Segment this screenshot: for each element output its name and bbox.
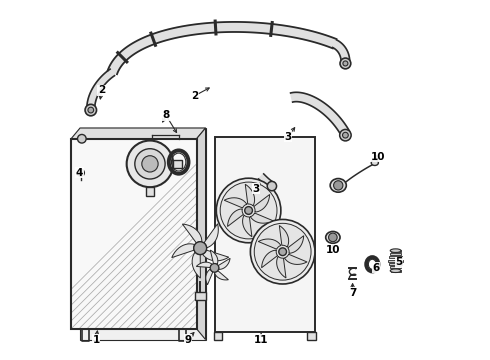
Bar xyxy=(214,332,222,339)
Bar xyxy=(71,139,196,329)
Text: 10: 10 xyxy=(326,245,340,255)
Circle shape xyxy=(343,132,348,138)
Circle shape xyxy=(79,171,82,175)
Circle shape xyxy=(85,104,97,116)
Text: 4: 4 xyxy=(75,168,83,178)
Bar xyxy=(215,137,315,332)
Polygon shape xyxy=(291,92,349,136)
Polygon shape xyxy=(258,239,281,249)
Bar xyxy=(389,263,402,265)
Polygon shape xyxy=(192,252,200,278)
Polygon shape xyxy=(279,225,289,247)
Bar xyxy=(307,332,316,339)
Circle shape xyxy=(254,223,311,280)
Circle shape xyxy=(334,181,343,190)
Polygon shape xyxy=(71,128,205,139)
Circle shape xyxy=(329,233,337,242)
Polygon shape xyxy=(277,256,286,278)
Polygon shape xyxy=(250,213,273,223)
Circle shape xyxy=(267,181,276,191)
Bar xyxy=(173,159,182,168)
Bar xyxy=(146,187,154,196)
Circle shape xyxy=(210,264,219,272)
Polygon shape xyxy=(80,128,205,339)
Circle shape xyxy=(343,61,348,66)
Bar xyxy=(71,139,196,329)
Polygon shape xyxy=(288,236,304,253)
Text: 9: 9 xyxy=(184,334,191,345)
Polygon shape xyxy=(218,258,230,269)
Polygon shape xyxy=(333,40,350,62)
Ellipse shape xyxy=(330,179,346,192)
Ellipse shape xyxy=(390,269,401,273)
Text: 2: 2 xyxy=(191,91,198,101)
Circle shape xyxy=(220,182,277,239)
Text: 11: 11 xyxy=(254,334,269,345)
Polygon shape xyxy=(196,262,212,267)
Polygon shape xyxy=(210,250,218,265)
Text: 6: 6 xyxy=(372,263,380,273)
Circle shape xyxy=(126,140,173,187)
Circle shape xyxy=(77,169,84,176)
Polygon shape xyxy=(262,250,277,268)
Text: 1: 1 xyxy=(93,334,100,345)
Polygon shape xyxy=(172,244,195,258)
Text: 2: 2 xyxy=(98,85,105,95)
Text: 7: 7 xyxy=(349,288,356,298)
Circle shape xyxy=(279,248,287,256)
Circle shape xyxy=(340,130,351,141)
Circle shape xyxy=(216,178,281,243)
Polygon shape xyxy=(196,128,205,339)
Polygon shape xyxy=(224,198,247,208)
Ellipse shape xyxy=(289,246,309,268)
Bar xyxy=(389,256,402,258)
Polygon shape xyxy=(254,194,270,212)
Circle shape xyxy=(88,107,94,113)
Bar xyxy=(390,266,401,269)
Polygon shape xyxy=(182,224,202,243)
Polygon shape xyxy=(284,254,307,265)
Circle shape xyxy=(77,134,86,143)
Text: 3: 3 xyxy=(284,132,292,142)
Polygon shape xyxy=(243,215,252,237)
Polygon shape xyxy=(206,269,213,285)
Ellipse shape xyxy=(371,160,378,166)
Polygon shape xyxy=(245,184,255,206)
Ellipse shape xyxy=(326,231,340,243)
Polygon shape xyxy=(259,174,273,189)
Bar xyxy=(389,260,403,262)
Circle shape xyxy=(194,242,207,255)
Polygon shape xyxy=(202,250,229,261)
Circle shape xyxy=(245,207,252,214)
Polygon shape xyxy=(87,69,115,108)
Text: 8: 8 xyxy=(163,111,170,121)
Polygon shape xyxy=(108,22,337,74)
Text: 5: 5 xyxy=(395,257,403,267)
Polygon shape xyxy=(227,209,244,226)
Circle shape xyxy=(142,156,158,172)
Circle shape xyxy=(340,58,351,69)
Circle shape xyxy=(250,220,315,284)
Text: 3: 3 xyxy=(252,184,259,194)
Ellipse shape xyxy=(390,249,401,252)
Bar xyxy=(390,253,401,255)
Bar xyxy=(391,270,401,272)
Bar xyxy=(391,249,401,252)
Circle shape xyxy=(135,149,165,179)
Polygon shape xyxy=(214,271,228,280)
Bar xyxy=(195,292,205,300)
Polygon shape xyxy=(204,224,219,248)
Text: 10: 10 xyxy=(370,152,385,162)
